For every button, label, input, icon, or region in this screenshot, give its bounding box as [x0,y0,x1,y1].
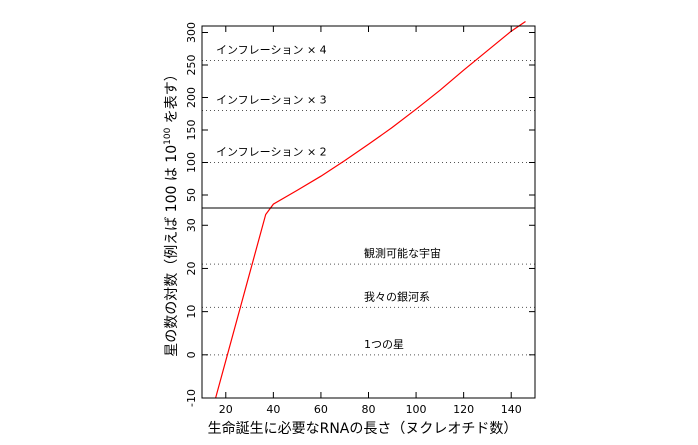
y-tick-label: 30 [185,218,198,232]
y-tick-label: 20 [185,261,198,275]
y-tick-label: 150 [185,120,198,141]
axes [201,25,536,399]
y-tick-label: 10 [185,305,198,319]
reference-label: 観測可能な宇宙 [364,246,441,260]
reference-label: インフレーション × 2 [216,146,327,159]
y-tick-label: -10 [185,389,198,407]
y-tick-label: 50 [185,188,198,202]
x-tick-label: 60 [314,403,328,416]
y-tick-label: 100 [185,152,198,173]
y-axis-label: 星の数の対数（例えば 100 は 10100 を表す） [163,67,180,357]
x-axis-label: 生命誕生に必要なRNAの長さ（ヌクレオチド数） [208,420,518,437]
y-tick-label: 300 [185,22,198,43]
x-tick-label: 40 [266,403,280,416]
x-tick-label: 80 [362,403,376,416]
reference-label: インフレーション × 3 [216,94,327,107]
x-tick-label: 20 [219,403,233,416]
series-layer [215,21,526,399]
reference-label: インフレーション × 4 [216,43,327,56]
y-tick-label: 200 [185,87,198,108]
series-line [215,21,526,399]
y-tick-label: 250 [185,55,198,76]
y-tick-label: 0 [185,351,198,358]
x-tick-label: 100 [406,403,427,416]
reference-label: 1つの星 [364,338,404,351]
x-tick-label: 140 [501,403,522,416]
labels: インフレーション × 2 インフレーション × 3 インフレーション × 4 1つの星… [163,22,522,437]
reference-label: 我々の銀河系 [364,289,430,303]
x-tick-label: 120 [453,403,474,416]
